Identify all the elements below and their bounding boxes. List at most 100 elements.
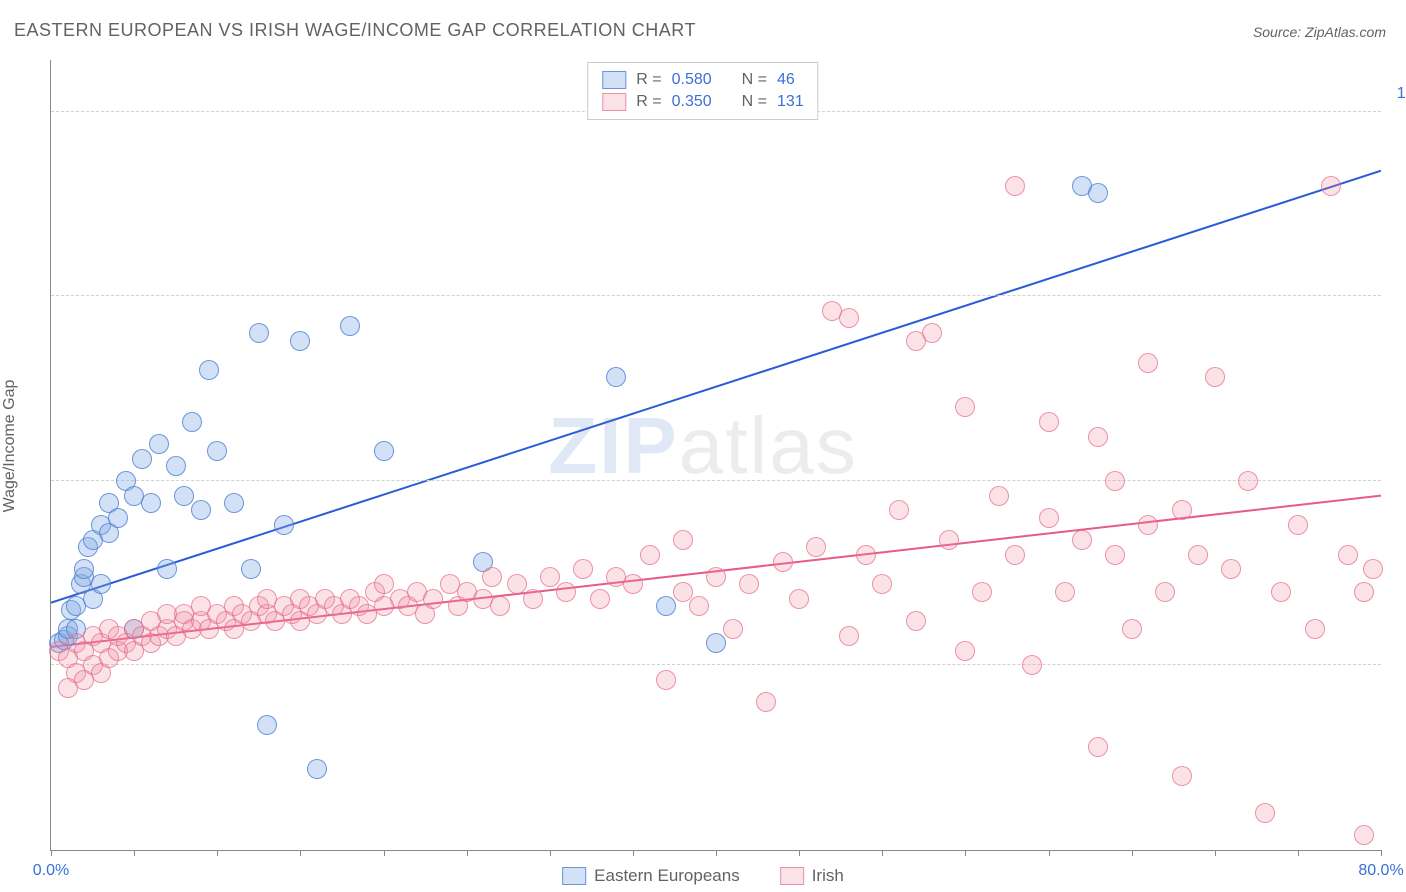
grid-line [51, 295, 1381, 296]
data-point [523, 589, 543, 609]
data-point [1338, 545, 1358, 565]
legend-n-value-1: 131 [777, 93, 804, 111]
legend-r-value-1: 0.350 [672, 93, 712, 111]
data-point [706, 567, 726, 587]
data-point [673, 582, 693, 602]
x-tick [300, 850, 301, 856]
legend-stats-row-1: R = 0.350 N = 131 [602, 91, 803, 113]
data-point [141, 493, 161, 513]
data-point [307, 759, 327, 779]
data-point [939, 530, 959, 550]
x-tick [384, 850, 385, 856]
y-axis-label: Wage/Income Gap [1, 380, 19, 513]
data-point [1271, 582, 1291, 602]
legend-stats-row-0: R = 0.580 N = 46 [602, 69, 803, 91]
data-point [906, 611, 926, 631]
data-point [1172, 766, 1192, 786]
legend-swatch-0 [602, 71, 626, 89]
data-point [1172, 500, 1192, 520]
legend-bottom-swatch-1 [780, 867, 804, 885]
data-point [673, 530, 693, 550]
data-point [922, 323, 942, 343]
data-point [955, 641, 975, 661]
data-point [590, 589, 610, 609]
data-point [374, 441, 394, 461]
data-point [756, 692, 776, 712]
data-point [207, 441, 227, 461]
data-point [149, 434, 169, 454]
data-point [573, 559, 593, 579]
data-point [1205, 367, 1225, 387]
legend-n-value-0: 46 [777, 71, 795, 89]
legend-n-label-0: N = [742, 71, 767, 89]
data-point [224, 493, 244, 513]
data-point [174, 486, 194, 506]
data-point [1255, 803, 1275, 823]
y-tick-label: 50.0% [1391, 454, 1406, 472]
x-tick [1381, 850, 1382, 856]
x-tick [467, 850, 468, 856]
plot-area: 25.0%50.0%75.0%100.0%0.0%80.0% [50, 60, 1381, 851]
data-point [91, 574, 111, 594]
data-point [290, 331, 310, 351]
source-name: ZipAtlas.com [1305, 24, 1386, 40]
legend-r-value-0: 0.580 [672, 71, 712, 89]
data-point [1088, 183, 1108, 203]
data-point [556, 582, 576, 602]
legend-series: Eastern Europeans Irish [562, 866, 844, 886]
data-point [1105, 545, 1125, 565]
data-point [623, 574, 643, 594]
data-point [340, 316, 360, 336]
data-point [1221, 559, 1241, 579]
data-point [739, 574, 759, 594]
data-point [1155, 582, 1175, 602]
data-point [839, 308, 859, 328]
source-attribution: Source: ZipAtlas.com [1253, 24, 1386, 40]
data-point [257, 715, 277, 735]
data-point [490, 596, 510, 616]
data-point [1039, 508, 1059, 528]
data-point [773, 552, 793, 572]
data-point [1088, 427, 1108, 447]
data-point [689, 596, 709, 616]
data-point [374, 574, 394, 594]
data-point [182, 412, 202, 432]
data-point [856, 545, 876, 565]
data-point [1305, 619, 1325, 639]
data-point [1122, 619, 1142, 639]
data-point [1055, 582, 1075, 602]
x-tick [882, 850, 883, 856]
chart-title: EASTERN EUROPEAN VS IRISH WAGE/INCOME GA… [14, 20, 696, 41]
data-point [507, 574, 527, 594]
data-point [249, 323, 269, 343]
data-point [166, 456, 186, 476]
data-point [889, 500, 909, 520]
data-point [606, 367, 626, 387]
source-label: Source: [1253, 24, 1305, 40]
data-point [1005, 545, 1025, 565]
data-point [108, 508, 128, 528]
legend-series-label-0: Eastern Europeans [594, 866, 740, 886]
data-point [1354, 825, 1374, 845]
data-point [1288, 515, 1308, 535]
y-tick-label: 100.0% [1391, 85, 1406, 103]
data-point [274, 515, 294, 535]
data-point [74, 559, 94, 579]
x-tick [134, 850, 135, 856]
data-point [972, 582, 992, 602]
data-point [1363, 559, 1383, 579]
y-tick-label: 25.0% [1391, 638, 1406, 656]
x-tick [550, 850, 551, 856]
x-tick [716, 850, 717, 856]
grid-line [51, 480, 1381, 481]
data-point [789, 589, 809, 609]
data-point [839, 626, 859, 646]
data-point [872, 574, 892, 594]
data-point [482, 567, 502, 587]
data-point [656, 670, 676, 690]
data-point [1354, 582, 1374, 602]
legend-n-label-1: N = [742, 93, 767, 111]
data-point [1005, 176, 1025, 196]
data-point [191, 500, 211, 520]
data-point [1105, 471, 1125, 491]
